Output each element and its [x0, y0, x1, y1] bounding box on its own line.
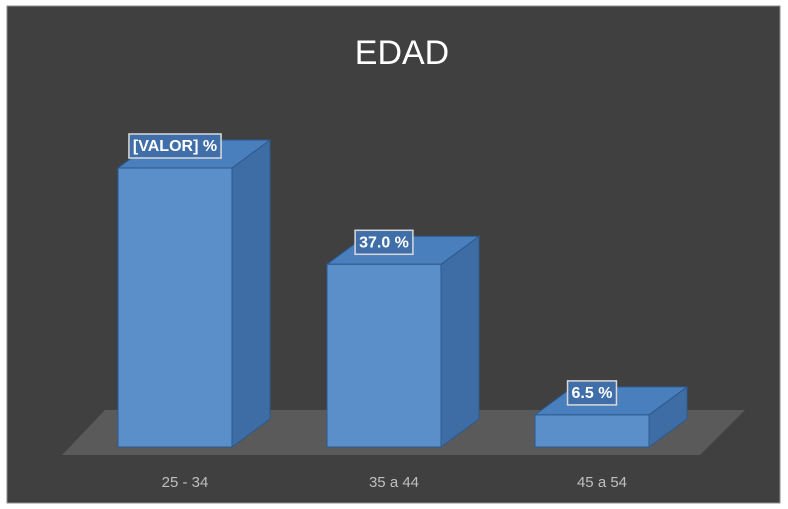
data-label-box	[354, 229, 414, 256]
x-tick-label: 35 a 44	[369, 474, 419, 491]
bar	[326, 263, 442, 448]
data-label-box	[128, 133, 222, 159]
data-label: 37.0 %	[359, 235, 409, 252]
data-label: 6.5 %	[572, 385, 613, 402]
chart-title: EDAD	[355, 34, 449, 72]
x-tick-label: 45 a 54	[577, 474, 627, 491]
bar-side	[440, 235, 480, 448]
data-label: [VALOR] %	[133, 138, 217, 155]
bar	[117, 167, 233, 448]
data-label-box	[566, 380, 618, 406]
bar	[534, 414, 650, 448]
x-tick-label: 25 - 34	[162, 474, 209, 491]
bar-side	[231, 139, 271, 448]
